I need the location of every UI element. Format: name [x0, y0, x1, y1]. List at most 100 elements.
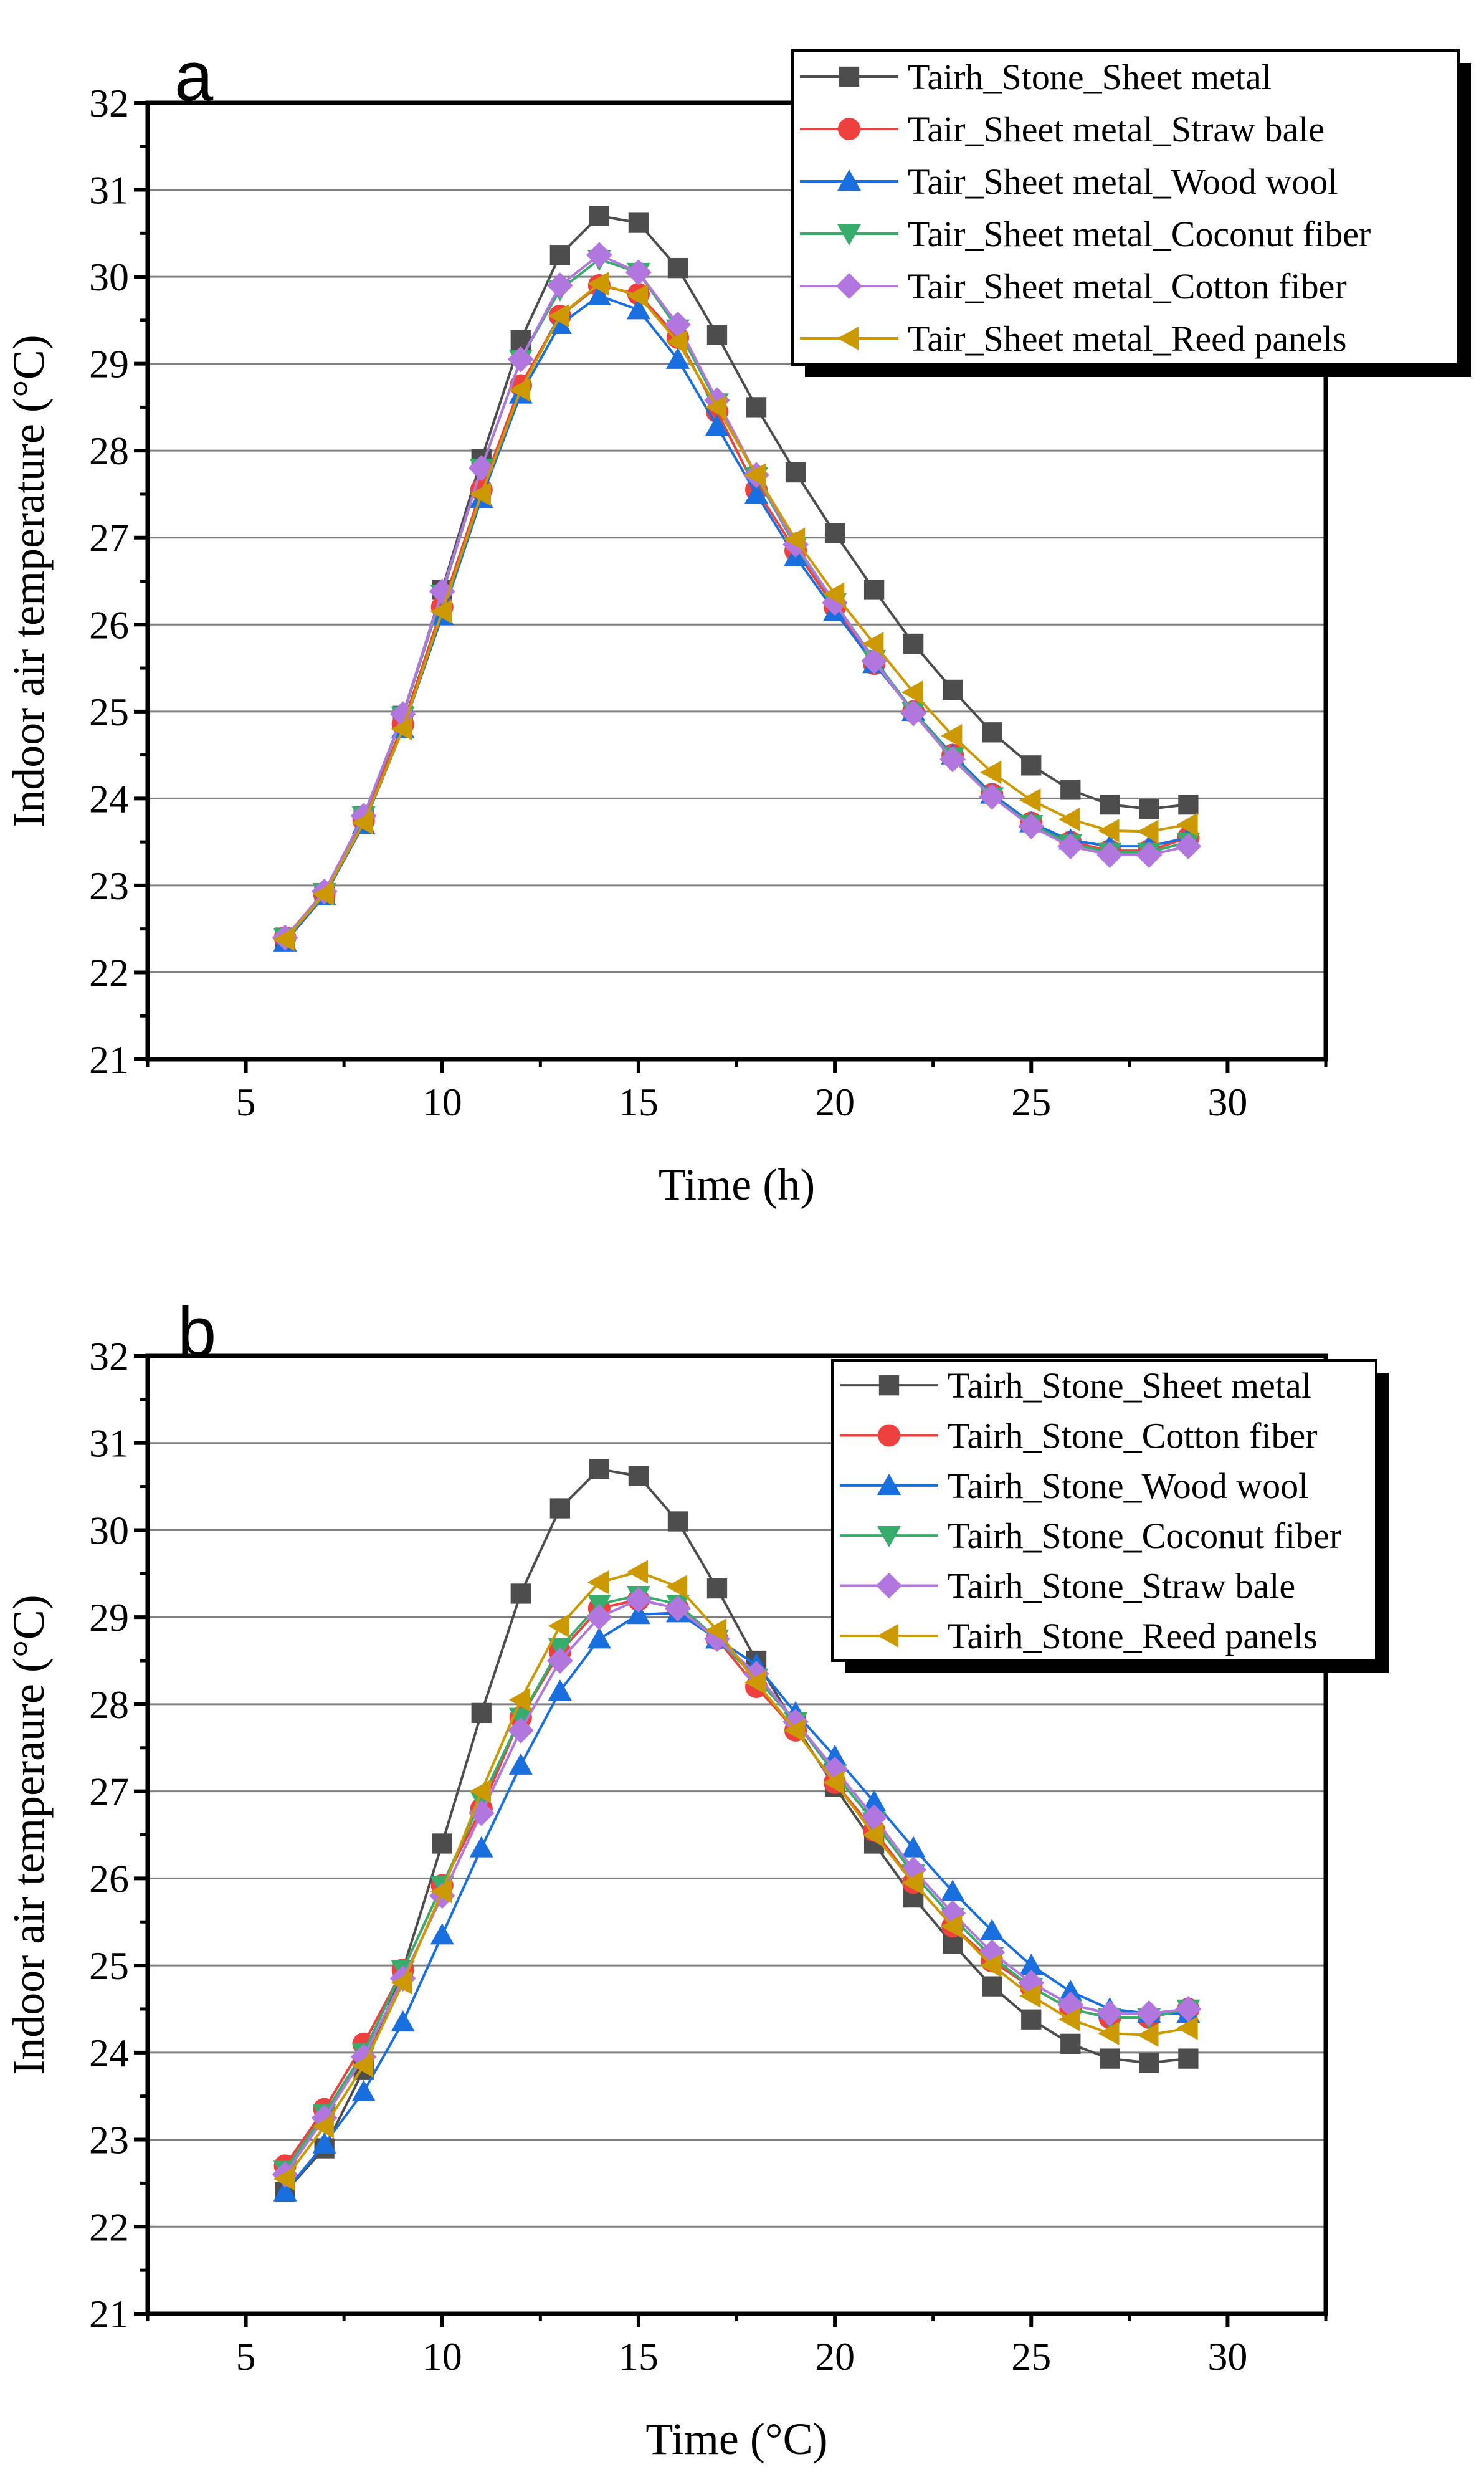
data-point: [862, 631, 884, 656]
data-point: [469, 1779, 491, 1803]
data-point: [979, 783, 1006, 810]
data-point: [1019, 1983, 1041, 2008]
panel-label: b: [178, 1293, 216, 1371]
data-point: [784, 1718, 806, 1742]
data-point: [1136, 842, 1163, 868]
data-point: [665, 347, 690, 369]
series-line: [283, 1594, 1189, 2171]
y-tick-label: 25: [89, 690, 129, 734]
data-point: [626, 284, 649, 308]
y-tick-label: 24: [89, 2031, 129, 2075]
data-point: [1098, 2021, 1120, 2046]
data-point: [586, 242, 612, 269]
data-point: [546, 1648, 573, 1674]
x-tick-label: 15: [619, 1080, 659, 1124]
data-point: [548, 1614, 570, 1638]
data-point: [1176, 813, 1198, 837]
data-point: [391, 717, 412, 741]
x-tick-label: 25: [1011, 2334, 1051, 2379]
data-point: [705, 1618, 727, 1643]
data-point: [782, 1708, 809, 1735]
series-line: [284, 294, 1189, 943]
series-3: [273, 284, 1201, 952]
data-point: [1019, 788, 1041, 813]
data-point: [1178, 794, 1199, 815]
data-point: [744, 482, 769, 504]
legend-label: Tairh_Stone_Cotton fiber: [948, 1416, 1318, 1456]
data-point: [1136, 2000, 1163, 2026]
y-tick-label: 21: [89, 2292, 129, 2336]
legend-label: Tair_Sheet metal_Reed panels: [908, 318, 1347, 359]
data-point: [1176, 2016, 1198, 2040]
legend-label: Tair_Sheet metal_Wood wool: [908, 161, 1338, 202]
y-tick-label: 29: [89, 1595, 129, 1639]
data-point: [901, 680, 923, 705]
series-line: [283, 1598, 1189, 2175]
data-point: [587, 272, 609, 296]
data-point: [667, 257, 688, 279]
chart-panel-b: b 21 22 23 24 25 26 27 28 29 30 31 32 5 10 15 20 25 30 Time…: [4, 1293, 1389, 2464]
data-point: [586, 1604, 612, 1631]
data-point: [1178, 2048, 1199, 2069]
data-point: [744, 463, 766, 487]
legend-marker: [837, 117, 861, 141]
legend-marker: [837, 327, 859, 350]
legend-marker: [876, 1572, 902, 1599]
data-point: [823, 582, 845, 606]
data-point: [628, 212, 649, 233]
legend-marker: [877, 1525, 901, 1548]
data-point: [391, 2010, 415, 2032]
data-point: [273, 2167, 295, 2191]
x-tick-label: 20: [815, 1080, 855, 1124]
data-point: [784, 527, 806, 551]
legend-box: [791, 49, 1460, 366]
y-tick-label: 32: [89, 81, 129, 125]
data-point: [1175, 833, 1202, 860]
data-point: [589, 206, 610, 226]
data-point: [508, 1753, 533, 1775]
data-point: [862, 1823, 884, 1847]
y-axis-title: Indoor air temperature (°C): [4, 335, 54, 827]
data-point: [548, 1679, 572, 1701]
data-point: [941, 723, 963, 748]
y-tick-label: 27: [89, 1770, 129, 1814]
data-point: [785, 462, 806, 483]
y-tick-label: 23: [89, 2118, 129, 2162]
y-tick-label: 31: [89, 1421, 129, 1466]
y-tick-label: 28: [89, 1682, 129, 1727]
x-tick-label: 10: [422, 2334, 462, 2379]
y-tick-label: 32: [89, 1334, 129, 1378]
data-point: [389, 701, 416, 727]
data-point: [1060, 2033, 1081, 2054]
data-point: [510, 1583, 531, 1604]
y-tick-label: 31: [89, 168, 129, 212]
legend-marker: [877, 1623, 899, 1648]
legend-label: Tairh_Stone_Straw bale: [948, 1566, 1295, 1606]
y-tick-label: 30: [89, 1508, 129, 1552]
series-2: [273, 1588, 1200, 2177]
data-point: [900, 700, 927, 727]
data-point: [430, 1923, 454, 1945]
data-point: [351, 811, 373, 835]
legend: Tairh_Stone_Sheet metal Tairh_Stone_Cotto…: [831, 1359, 1389, 1673]
y-tick-label: 29: [89, 342, 129, 386]
data-point: [901, 1871, 923, 1895]
data-point: [1060, 780, 1081, 800]
legend-label: Tair_Sheet metal_Straw bale: [908, 109, 1325, 150]
data-point: [1057, 833, 1084, 860]
legend-marker: [837, 169, 861, 191]
series-3: [273, 1601, 1201, 2202]
data-point: [1096, 842, 1123, 868]
x-tick-label: 5: [236, 2334, 256, 2379]
data-point: [626, 1602, 650, 1625]
legend: Tairh_Stone_Sheet metal Tair_Sheet metal_…: [791, 49, 1471, 377]
y-tick-label: 26: [89, 1856, 129, 1901]
data-point: [587, 284, 611, 305]
legend-marker: [878, 1375, 900, 1396]
legend-label: Tair_Sheet metal_Cotton fiber: [908, 266, 1347, 307]
data-point: [1100, 794, 1120, 815]
data-point: [939, 746, 966, 773]
data-point: [549, 245, 570, 265]
data-point: [861, 647, 888, 674]
